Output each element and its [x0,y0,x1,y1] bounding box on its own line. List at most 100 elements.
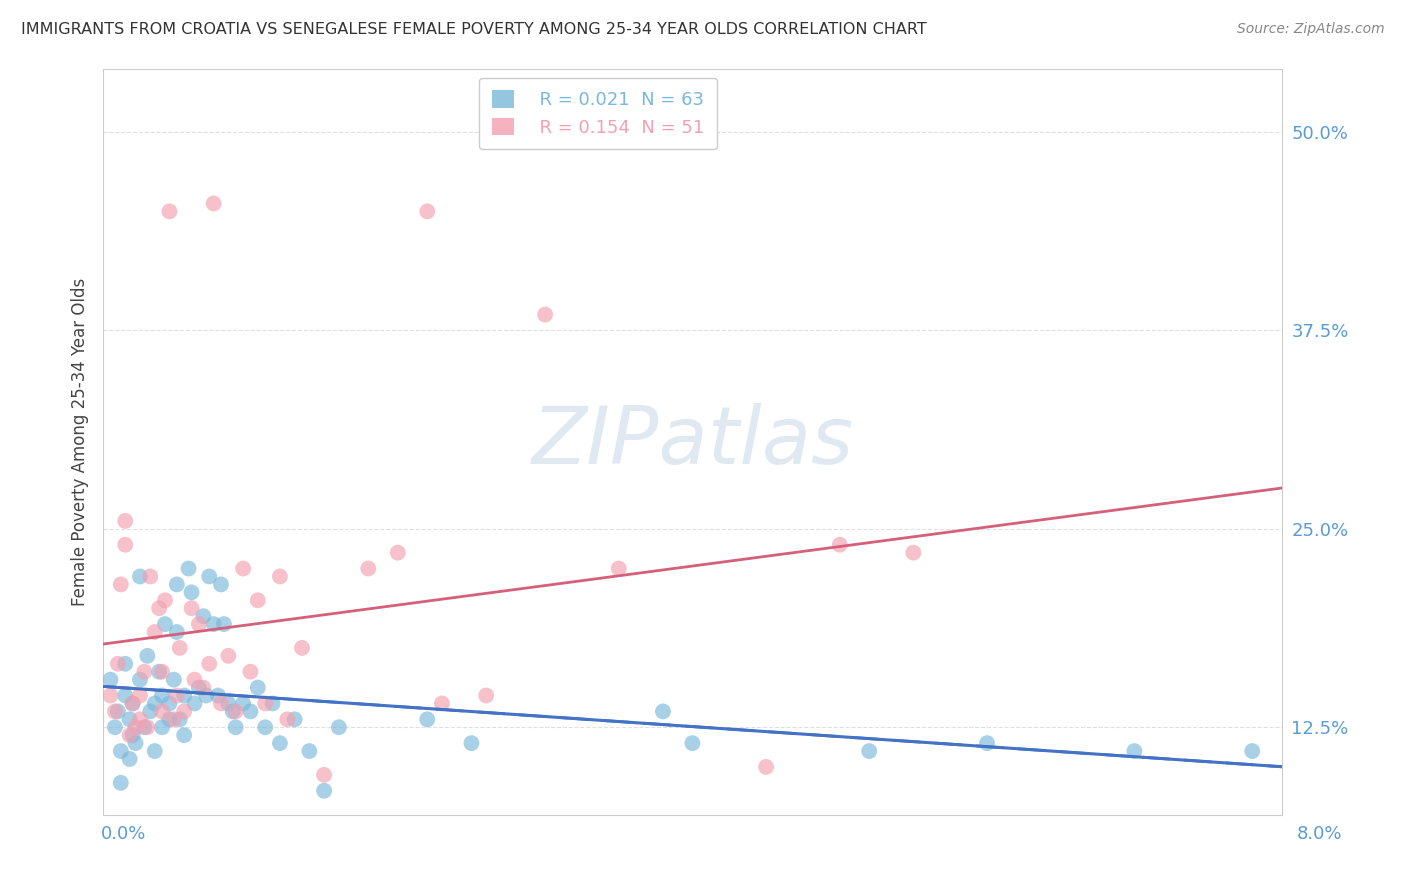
Point [150,665,173,679]
Point [183,697,205,711]
Point [607,561,630,575]
Point [121,697,143,711]
Point [357,561,380,575]
Point [124,720,146,734]
Point [193,681,215,695]
Point [475,689,498,703]
Point [166,577,188,591]
Point [150,720,173,734]
Point [163,673,186,687]
Point [118,728,141,742]
Point [222,705,245,719]
Point [129,569,152,583]
Point [148,601,170,615]
Point [858,744,880,758]
Point [681,736,703,750]
Point [254,697,277,711]
Text: Source: ZipAtlas.com: Source: ZipAtlas.com [1237,22,1385,37]
Point [139,569,162,583]
Point [104,720,127,734]
Point [239,705,262,719]
Point [269,736,291,750]
Point [212,617,235,632]
Point [652,705,675,719]
Point [254,720,277,734]
Point [134,720,156,734]
Point [150,705,173,719]
Point [121,697,143,711]
Point [110,776,132,790]
Point [534,308,557,322]
Point [217,648,239,663]
Point [180,601,202,615]
Point [217,697,239,711]
Point [1241,744,1264,758]
Point [976,736,998,750]
Point [100,673,122,687]
Point [209,577,232,591]
Point [416,712,439,726]
Point [755,760,778,774]
Point [246,681,269,695]
Point [104,705,127,719]
Point [177,561,200,575]
Point [107,657,129,671]
Text: ZIPatlas: ZIPatlas [531,402,853,481]
Point [903,546,925,560]
Point [107,705,129,719]
Point [153,593,176,607]
Point [150,689,173,703]
Point [232,697,254,711]
Point [193,609,215,624]
Point [284,712,307,726]
Point [114,514,136,528]
Point [276,712,298,726]
Point [225,720,247,734]
Point [239,665,262,679]
Point [269,569,291,583]
Point [232,561,254,575]
Point [262,697,284,711]
Point [139,705,162,719]
Point [159,712,181,726]
Point [387,546,409,560]
Point [828,538,851,552]
Point [166,689,188,703]
Point [129,689,152,703]
Point [159,204,181,219]
Point [114,689,136,703]
Point [136,720,159,734]
Point [129,712,152,726]
Point [198,657,221,671]
Point [416,204,439,219]
Point [121,728,143,742]
Point [209,697,232,711]
Point [110,744,132,758]
Point [136,648,159,663]
Text: 0.0%: 0.0% [101,825,146,843]
Point [173,689,195,703]
Point [100,689,122,703]
Point [118,752,141,766]
Point [225,705,247,719]
Point [143,697,166,711]
Y-axis label: Female Poverty Among 25-34 Year Olds: Female Poverty Among 25-34 Year Olds [72,277,89,606]
Point [114,657,136,671]
Point [195,689,218,703]
Point [153,617,176,632]
Point [1123,744,1146,758]
Point [143,625,166,640]
Point [202,196,225,211]
Point [187,681,209,695]
Text: 8.0%: 8.0% [1298,825,1343,843]
Point [118,712,141,726]
Point [328,720,350,734]
Point [166,625,188,640]
Point [169,640,191,655]
Point [207,689,229,703]
Point [173,728,195,742]
Point [163,712,186,726]
Point [110,577,132,591]
Point [124,736,146,750]
Point [183,673,205,687]
